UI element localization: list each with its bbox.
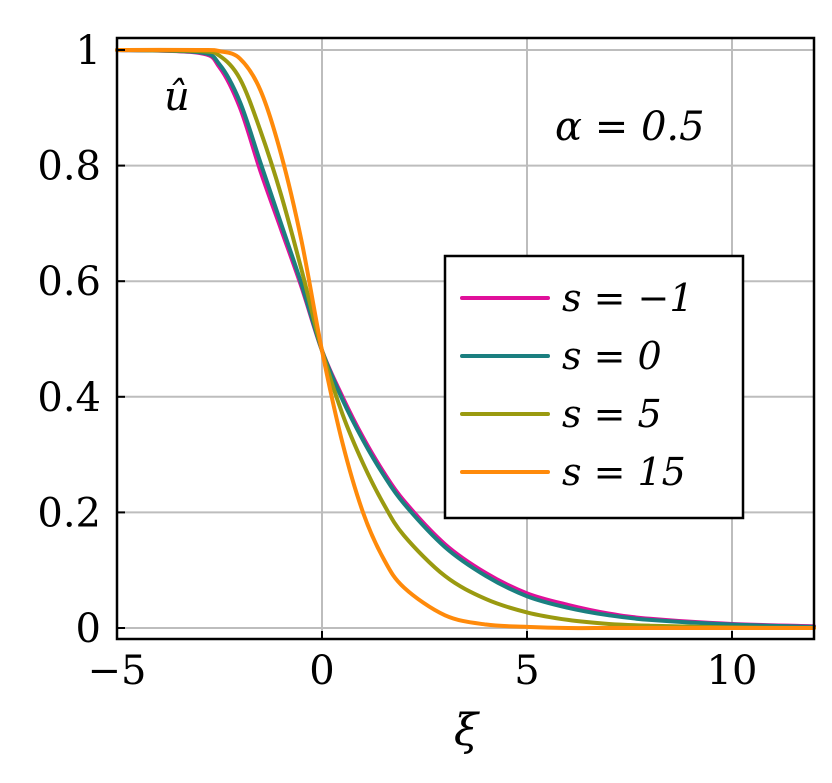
legend-label-2: s = 5 bbox=[562, 392, 662, 436]
plot-frame bbox=[115, 36, 816, 641]
y-tick-label: 1 bbox=[76, 28, 101, 74]
x-tick-label: 5 bbox=[514, 648, 539, 694]
x-tick-label: 0 bbox=[309, 648, 334, 694]
legend-label-1: s = 0 bbox=[562, 334, 662, 378]
series-line-3 bbox=[115, 47, 816, 631]
y-tick-label: 0 bbox=[76, 606, 101, 652]
y-tick-label: 0.6 bbox=[37, 259, 101, 305]
y-tick-label: 0.8 bbox=[37, 144, 101, 190]
x-tick-label: 10 bbox=[707, 648, 758, 694]
curve-label: û bbox=[164, 74, 190, 120]
x-tick-label: −5 bbox=[88, 648, 147, 694]
parameter-label: α = 0.5 bbox=[555, 104, 705, 150]
series-group bbox=[115, 47, 816, 631]
x-axis-label: ξ bbox=[454, 705, 481, 756]
y-tick-label: 0.4 bbox=[37, 375, 101, 421]
legend-label-0: s = −1 bbox=[562, 276, 694, 320]
legend-label-3: s = 15 bbox=[562, 450, 686, 494]
series-line-1 bbox=[115, 48, 816, 629]
series-line-2 bbox=[115, 48, 816, 630]
y-tick-label: 0.2 bbox=[37, 490, 101, 536]
legend: s = −1 s = 0 s = 5 s = 15 bbox=[443, 254, 745, 520]
